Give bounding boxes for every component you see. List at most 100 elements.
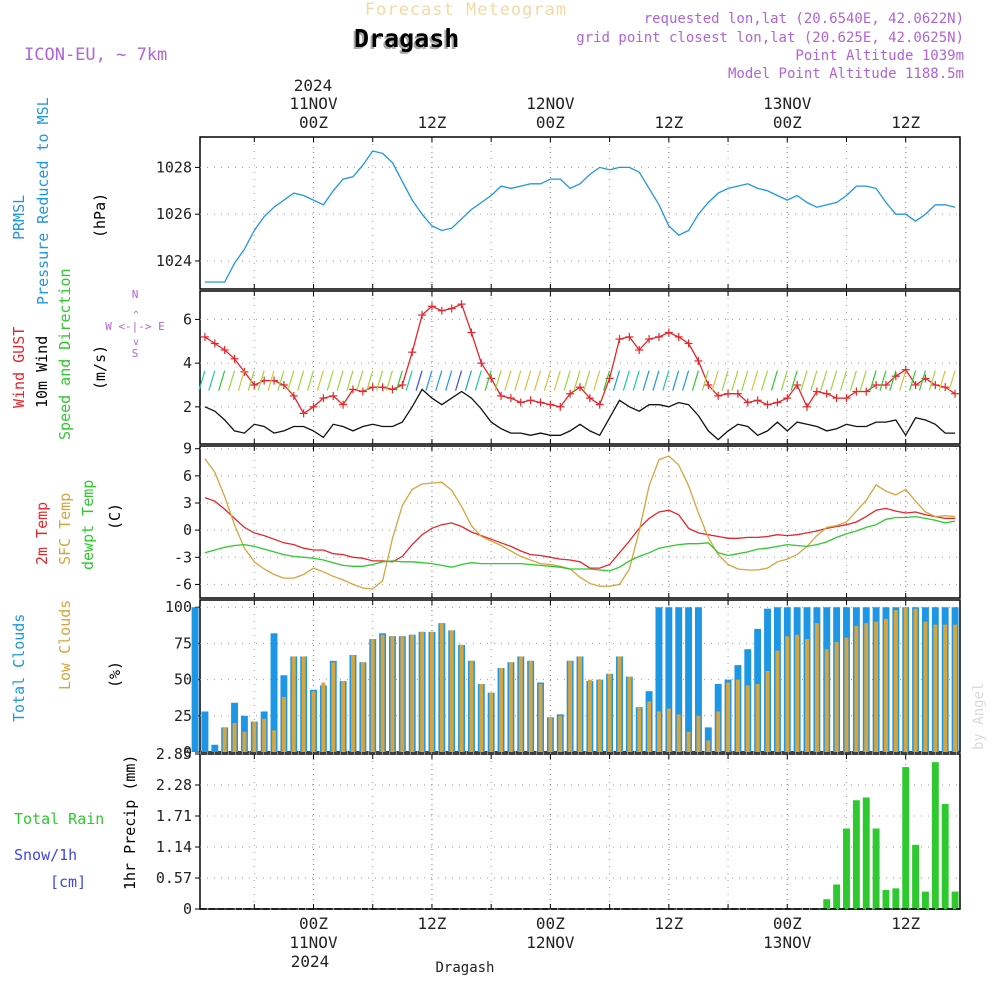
- wind-direction-arrow: [247, 370, 255, 391]
- total-clouds-bar: [270, 633, 278, 752]
- rain-bar: [862, 797, 870, 909]
- low-clouds-bar: [429, 631, 434, 752]
- wind-direction-arrow: [563, 370, 571, 391]
- wind-direction-arrow: [642, 370, 650, 391]
- wind-direction-arrow: [395, 370, 403, 391]
- wind-direction-arrow: [257, 370, 265, 391]
- bottom-tick-labels: 00Z 12Z 00Z 12Z 00Z 12Z: [299, 914, 920, 933]
- compass-arrows: ^: [133, 310, 139, 321]
- low-clouds-bar: [844, 637, 849, 752]
- top-hour-label: 12Z: [417, 113, 446, 132]
- low-clouds-bar: [676, 714, 681, 752]
- low-clouds-bar: [933, 624, 938, 752]
- total-clouds-bar: [685, 607, 693, 752]
- wind-direction-arrow: [830, 370, 838, 391]
- model-label: ICON-EU, ~ 7km: [24, 45, 167, 65]
- wind-direction-arrow: [504, 370, 512, 391]
- wind-direction-arrow: [494, 370, 502, 391]
- low-clouds-bar: [597, 679, 602, 752]
- temperature-y-tick-label: 0: [183, 521, 192, 539]
- low-clouds-bar: [854, 626, 859, 752]
- temp-dewpt-label: dewpt Temp: [79, 480, 97, 570]
- 2m-temp-line: [204, 496, 956, 569]
- rain-bar: [931, 762, 939, 909]
- low-clouds-bar: [647, 701, 652, 752]
- pressure-frame: [199, 136, 961, 290]
- wind-direction-arrow: [701, 370, 709, 391]
- low-clouds-bar: [232, 723, 237, 752]
- wind-direction-arrow: [721, 370, 729, 391]
- rain-bar: [843, 828, 850, 909]
- low-clouds-bar: [439, 623, 444, 752]
- wind-direction-arrow: [208, 370, 216, 391]
- wind-direction-arrow: [760, 370, 769, 391]
- low-clouds-bar: [558, 715, 563, 752]
- precipitation-y-tick-label: 0.57: [156, 869, 192, 887]
- top-day-labels: 11NOV 12NOV 13NOV: [289, 94, 811, 113]
- bottom-day-label: 12NOV: [526, 933, 575, 952]
- wind-direction-arrow: [326, 370, 334, 391]
- wind-direction-arrow: [277, 370, 285, 391]
- low-clouds-bar: [706, 740, 711, 752]
- low-clouds-bar: [884, 618, 888, 752]
- bottom-hour-label: 00Z: [299, 914, 328, 933]
- rain-bar: [833, 884, 841, 909]
- wind-direction-arrow: [484, 370, 492, 391]
- wind-direction-arrow: [306, 370, 315, 391]
- wind-direction-arrow: [405, 370, 413, 391]
- low-clouds-bar: [548, 717, 553, 752]
- low-clouds-bar: [805, 639, 809, 752]
- wind-direction-arrow: [415, 370, 423, 391]
- low-clouds-bar: [499, 668, 504, 752]
- wind-unit-label: (m/s): [91, 345, 109, 390]
- low-clouds-bar: [410, 634, 415, 752]
- precip-labels: Total Rain Snow/1h [cm] 1hr Precip (mm): [14, 755, 139, 891]
- wind-direction-arrow: [198, 370, 206, 391]
- wind-direction-arrow: [474, 370, 482, 391]
- wind-direction-arrow: [267, 370, 275, 391]
- rain-bar: [852, 800, 860, 909]
- wind-direction-arrow: [583, 370, 591, 391]
- compass-arrows-down: v: [133, 337, 139, 348]
- low-clouds-bar: [222, 727, 227, 752]
- info-requested: requested lon,lat (20.6540E, 42.0622N): [644, 11, 964, 27]
- wind-direction-arrow: [780, 370, 788, 391]
- wind-direction-arrow: [662, 370, 670, 391]
- wind-direction-arrow: [731, 370, 739, 391]
- low-clouds-bar: [400, 636, 405, 752]
- wind-direction-arrow: [336, 370, 344, 391]
- total-clouds-bar: [675, 607, 683, 752]
- bottom-year-label: 2024: [291, 952, 330, 971]
- low-clouds-bar: [351, 655, 355, 752]
- bottom-hour-label: 00Z: [773, 914, 802, 933]
- wind-direction-arrow: [593, 370, 601, 391]
- low-clouds-bar: [568, 660, 573, 752]
- clouds-panel: 0 25 50 75 100: [165, 598, 961, 761]
- low-clouds-bar: [578, 656, 582, 752]
- wind-gust-label: Wind GUST: [10, 327, 28, 408]
- wind-y-tick-label: 4: [183, 354, 192, 372]
- low-clouds-bar: [627, 676, 632, 752]
- pressure-panel: 1024 1026 1028: [156, 136, 961, 290]
- rain-bar: [882, 889, 890, 909]
- wind-speed-dir-label: Speed and Direction: [56, 268, 74, 440]
- clouds-unit-label: (%): [106, 661, 124, 688]
- bottom-day-labels: 11NOV 12NOV 13NOV: [289, 933, 811, 952]
- panels-group: 1024 1026 1028 2 4 6 -6 -3 0 3 6 9 0 25 50 75 100 0 0.57 1.…: [156, 136, 961, 918]
- wind-direction-arrow: [435, 370, 443, 391]
- bottom-hour-label: 12Z: [891, 914, 920, 933]
- info-point-altitude: Point Altitude 1039m: [795, 48, 964, 64]
- pressure-y-tick-label: 1026: [156, 205, 192, 223]
- temperature-y-tick-label: -3: [174, 548, 192, 566]
- low-clouds-bar: [449, 630, 454, 752]
- wind-direction-arrow: [237, 370, 245, 391]
- snow-label: Snow/1h: [14, 846, 77, 864]
- temp-labels: 2m Temp SFC Temp dewpt Temp (C): [33, 480, 124, 570]
- wind-direction-arrow: [464, 370, 473, 391]
- low-clouds-bar: [508, 662, 513, 752]
- low-clouds-bar: [281, 696, 286, 752]
- temp-2m-label: 2m Temp: [33, 502, 51, 565]
- wind-direction-arrow: [445, 370, 453, 391]
- low-clouds-bar: [291, 656, 296, 752]
- wind-direction-arrow: [316, 370, 324, 391]
